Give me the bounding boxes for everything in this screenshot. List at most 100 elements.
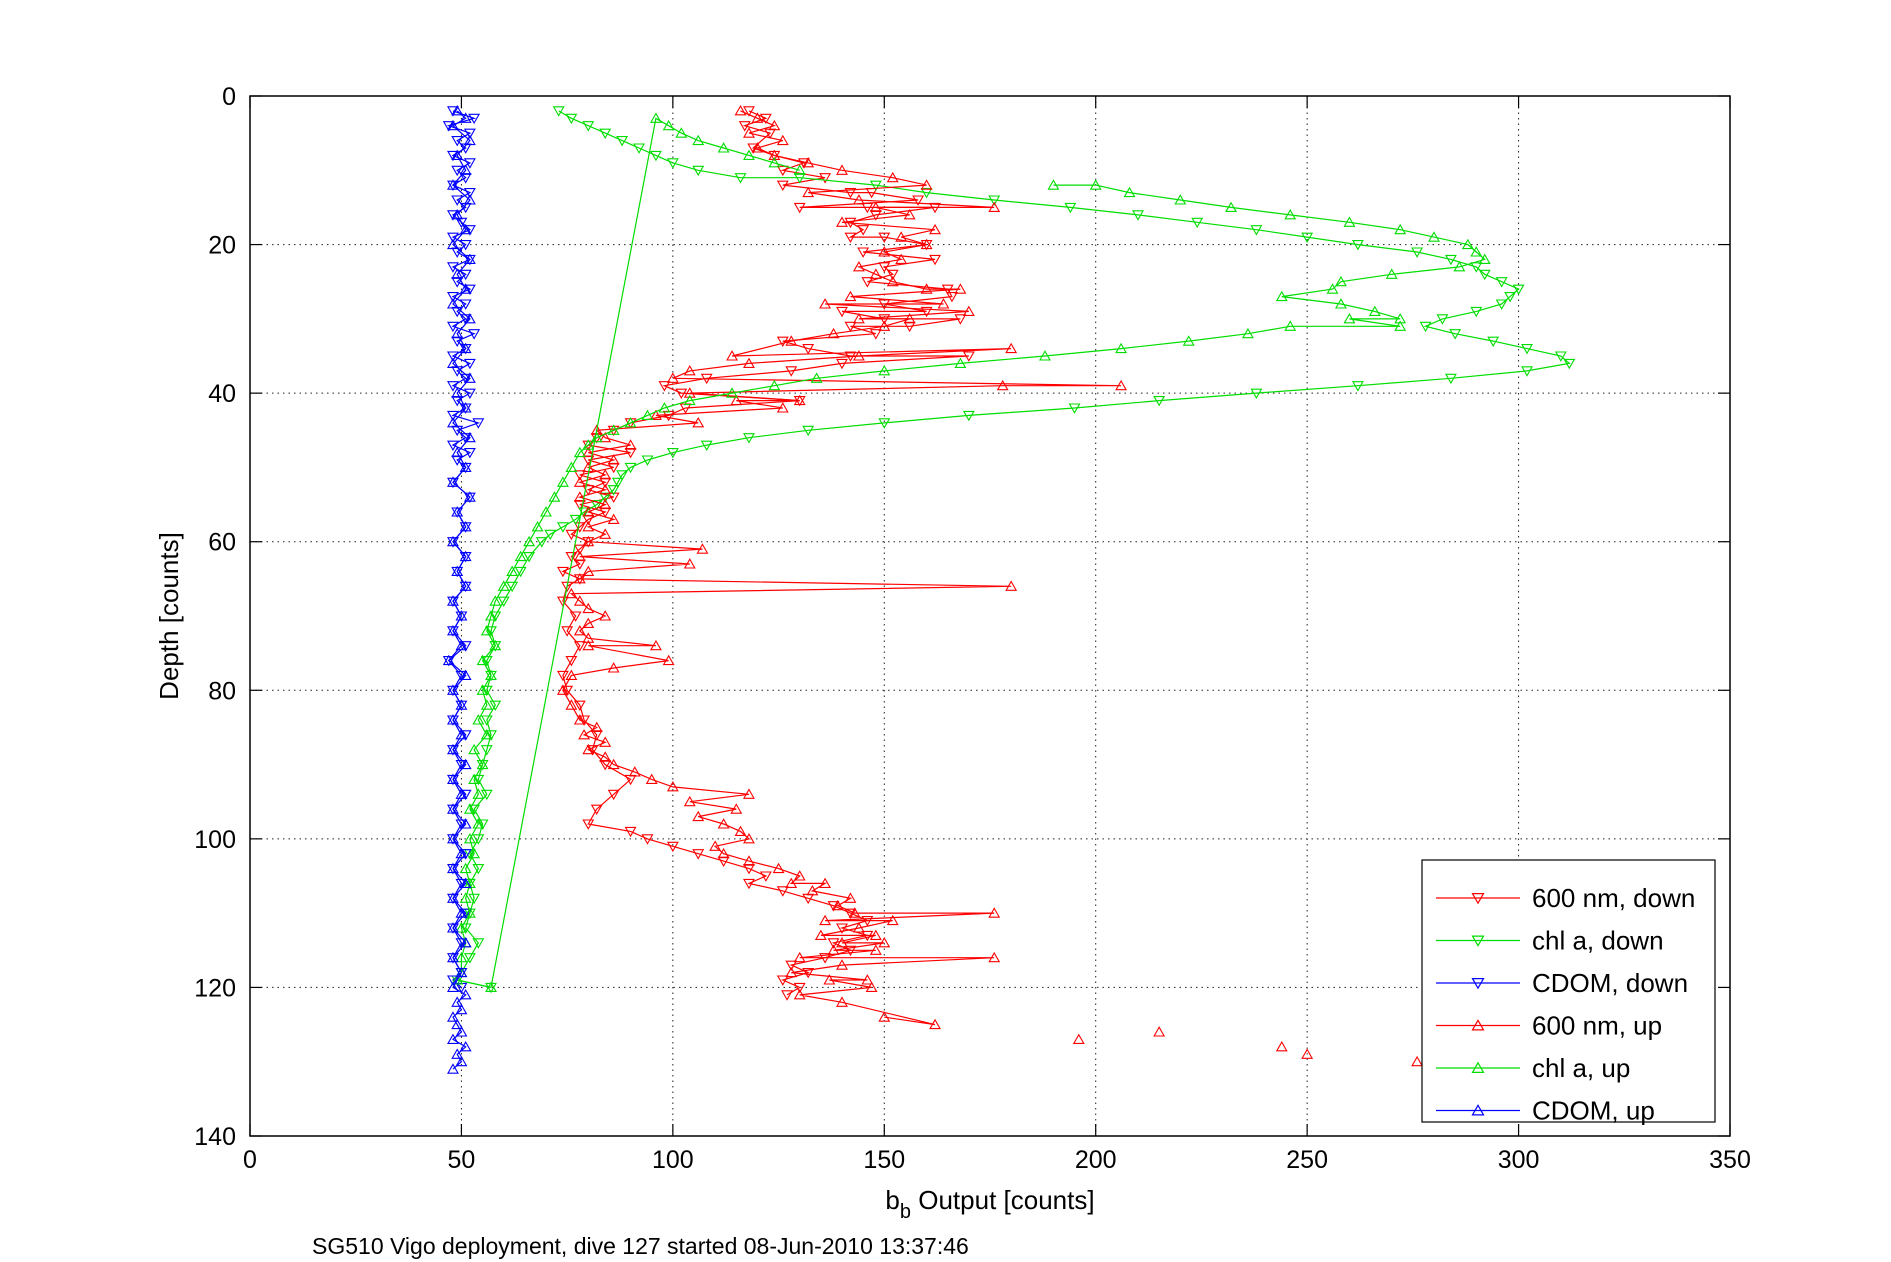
data-point — [929, 223, 941, 235]
data-point — [1275, 290, 1288, 302]
data-point — [1504, 292, 1517, 303]
legend-box — [1421, 859, 1716, 1123]
data-point — [1115, 342, 1128, 354]
data-point — [573, 476, 586, 487]
data-point — [573, 550, 586, 562]
data-point — [540, 506, 552, 517]
y-tick-label: 100 — [194, 826, 236, 854]
data-point — [459, 730, 472, 741]
data-point — [459, 223, 472, 235]
data-point — [717, 856, 730, 868]
data-point — [819, 298, 832, 309]
data-point — [442, 654, 455, 666]
data-point — [468, 804, 481, 816]
data-point — [573, 559, 586, 570]
data-point — [954, 314, 967, 325]
data-point — [607, 462, 620, 474]
data-point — [573, 491, 586, 502]
y-tick-label: 80 — [208, 677, 236, 705]
data-point — [459, 112, 472, 123]
data-point — [743, 832, 755, 844]
data-point — [455, 1055, 468, 1067]
data-point — [1385, 268, 1398, 279]
legend-label: 600 nm, up — [1532, 1011, 1662, 1041]
data-point — [1250, 225, 1263, 236]
data-point — [810, 372, 823, 383]
data-point — [468, 329, 481, 340]
data-point — [869, 210, 882, 221]
data-point — [463, 188, 476, 199]
data-point — [692, 810, 705, 822]
data-point — [730, 394, 743, 406]
data-point — [1351, 240, 1364, 251]
data-point — [743, 855, 755, 866]
data-point — [447, 106, 459, 117]
data-point — [776, 975, 789, 986]
legend-marker — [1471, 1061, 1485, 1073]
data-point — [607, 789, 620, 801]
data-point — [451, 136, 464, 147]
data-point — [599, 507, 612, 518]
data-point — [836, 996, 848, 1007]
data-point — [1072, 1033, 1085, 1044]
data-point — [1301, 1048, 1314, 1059]
data-point — [463, 312, 476, 324]
data-point — [857, 225, 870, 236]
data-point — [624, 448, 637, 459]
data-point — [1174, 194, 1187, 205]
data-point — [814, 929, 827, 940]
data-point — [451, 446, 464, 458]
data-point — [743, 106, 755, 117]
data-point — [459, 1041, 472, 1052]
data-point — [1487, 336, 1500, 348]
data-point — [514, 550, 527, 562]
data-point — [1335, 275, 1347, 287]
data-point — [641, 834, 654, 845]
data-point — [793, 164, 806, 175]
data-point — [447, 981, 459, 992]
data-point — [607, 758, 620, 770]
data-point — [463, 431, 476, 443]
data-point — [480, 685, 493, 697]
data-point — [929, 254, 941, 266]
data-point — [785, 960, 798, 972]
data-point — [451, 387, 464, 398]
data-point — [836, 358, 848, 370]
data-point — [442, 121, 455, 132]
series-chl-a-down — [451, 106, 1576, 994]
data-point — [886, 275, 899, 287]
data-point — [1301, 232, 1314, 244]
data-point — [459, 988, 472, 1000]
data-point — [561, 685, 574, 697]
legend: 600 nm, down chl a, down CDOM, down 600 nm,… — [1421, 859, 1716, 1126]
data-point — [861, 277, 874, 288]
data-point — [599, 468, 612, 480]
data-point — [565, 656, 578, 667]
data-point — [624, 462, 637, 474]
data-point — [1495, 299, 1508, 310]
data-point — [455, 1026, 468, 1037]
data-point — [472, 788, 485, 799]
data-point — [506, 565, 519, 576]
data-point — [463, 225, 476, 236]
data-point — [455, 819, 468, 830]
data-point — [666, 372, 679, 383]
y-axis-label: Depth [counts] — [154, 532, 184, 700]
data-point — [447, 262, 459, 273]
data-point — [836, 164, 848, 175]
data-point — [628, 766, 641, 777]
data-point — [451, 268, 464, 279]
x-axis-label-rest: Output [counts] — [911, 1185, 1095, 1215]
data-point — [590, 431, 603, 443]
y-tick-label: 0 — [222, 83, 236, 111]
data-point — [781, 990, 793, 1001]
data-point — [582, 461, 595, 472]
data-point — [776, 336, 789, 348]
data-point — [459, 580, 472, 591]
data-point — [785, 366, 798, 377]
data-point — [844, 188, 857, 199]
data-point — [878, 232, 891, 244]
data-point — [497, 580, 510, 591]
data-point — [844, 290, 857, 302]
data-point — [455, 760, 468, 771]
